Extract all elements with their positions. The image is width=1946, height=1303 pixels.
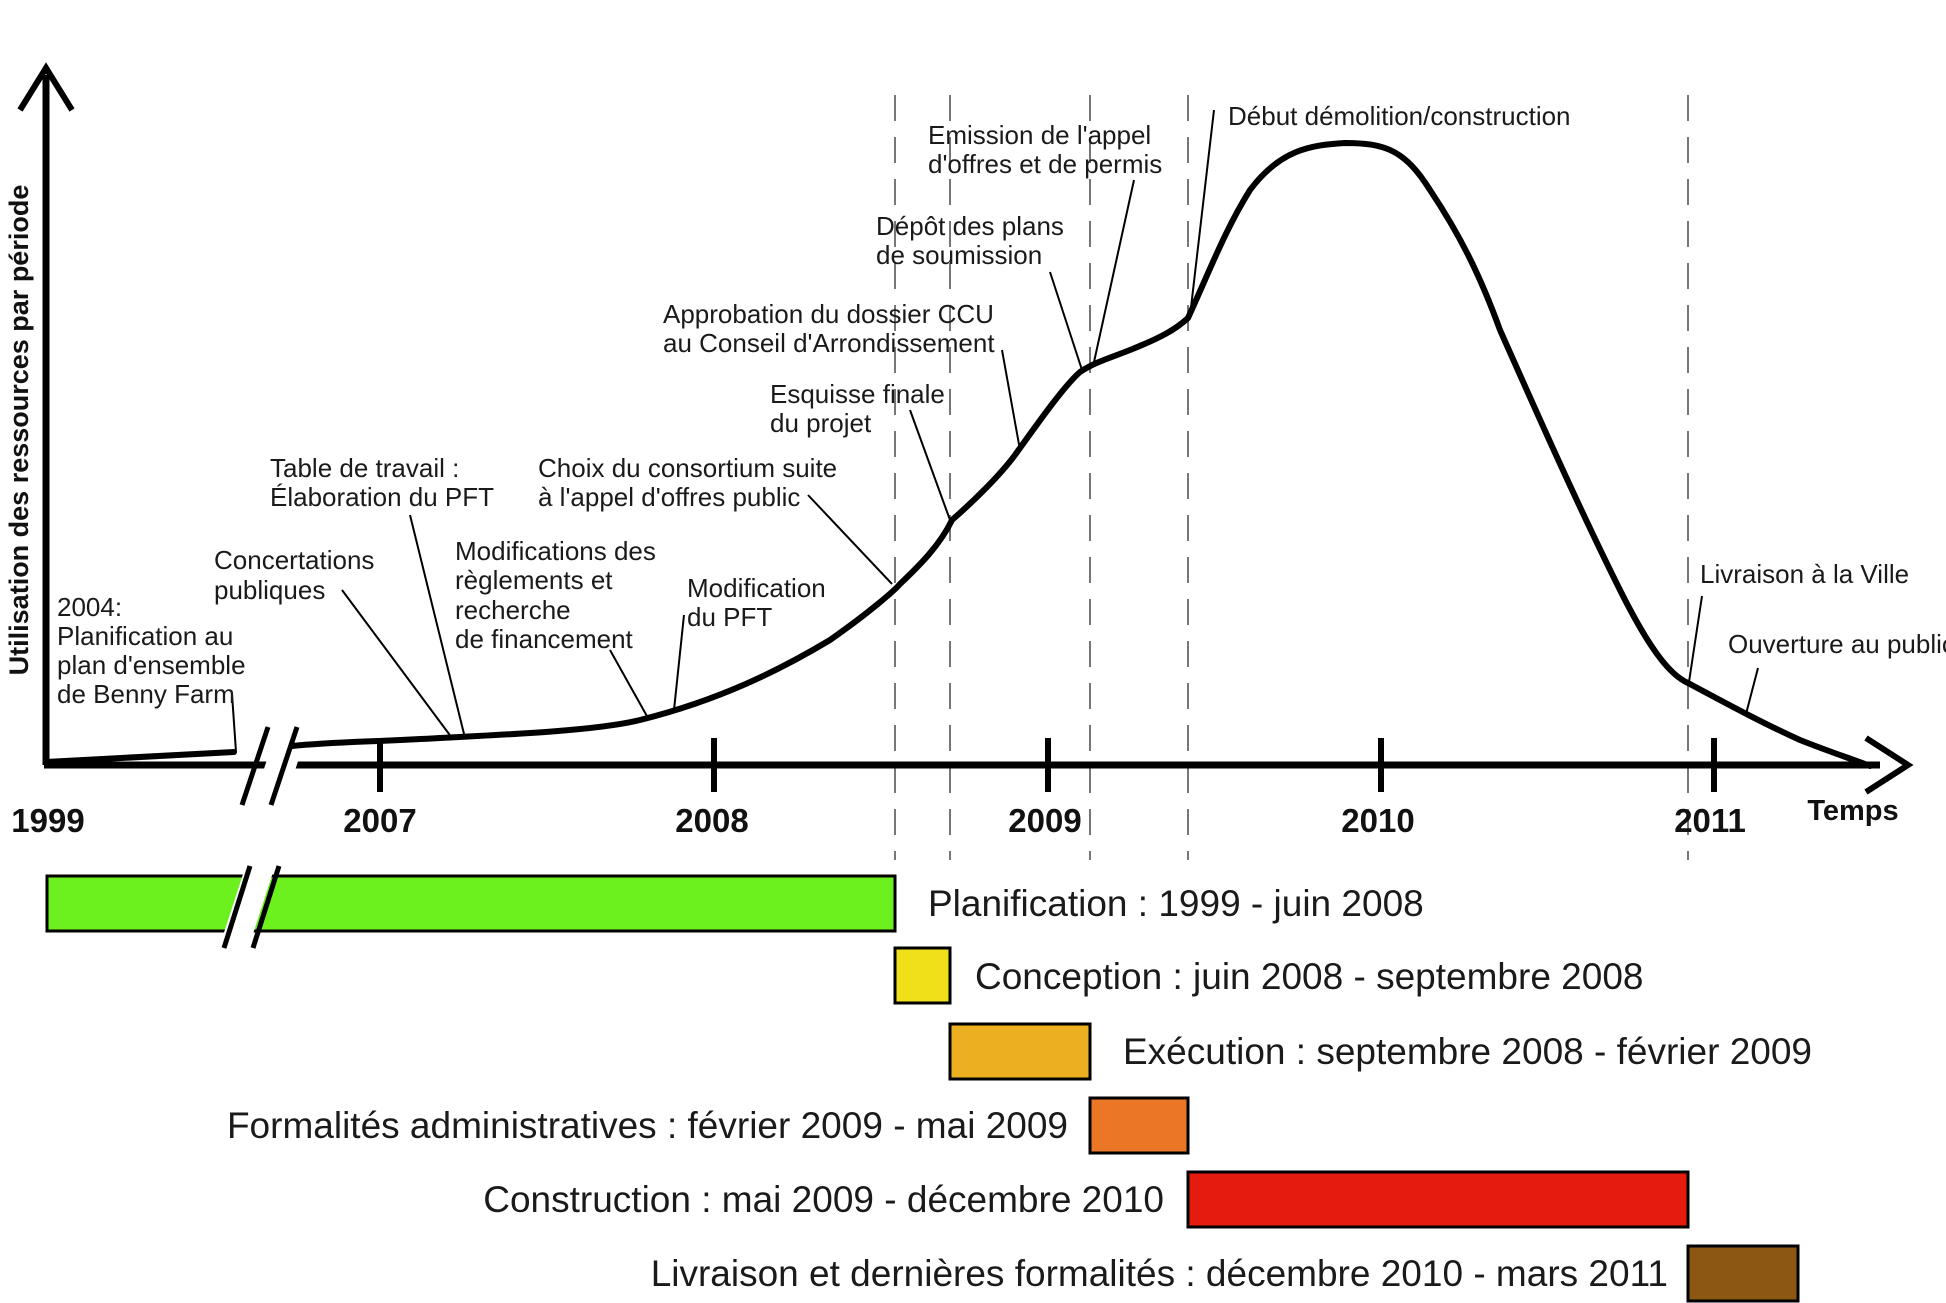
leader-choix-consortium	[807, 494, 893, 585]
phase-label-construction: Construction : mai 2009 - décembre 2010	[483, 1179, 1164, 1220]
phase-bar-formalites	[1088, 1096, 1190, 1155]
annotation-esquisse-finale: Esquisse finale du projet	[770, 379, 952, 438]
leader-livraison-ville	[1688, 595, 1703, 683]
phase-bar-break-line-1	[221, 865, 253, 949]
annotation-emission-appel: Emission de l'appel d'offres et de permi…	[928, 120, 1162, 179]
leader-emission-appel	[1093, 179, 1135, 363]
leader-depot-plans	[1049, 271, 1083, 371]
year-label-1999: 1999	[11, 802, 84, 839]
phase-label-execution: Exécution : septembre 2008 - février 200…	[1123, 1031, 1812, 1072]
annotation-concertations: Concertations publiques	[214, 545, 382, 605]
annotation-modifications-reglements: Modifications des règlements et recherch…	[455, 536, 663, 654]
phase-bar-break-gap	[219, 859, 275, 954]
y-axis-label: Utilisation des ressources par période	[4, 185, 34, 676]
phase-bar-livraison	[1686, 1244, 1800, 1303]
phase-labels: Planification : 1999 - juin 2008 Concept…	[227, 883, 1812, 1294]
annotation-ouverture-public: Ouverture au public	[1728, 629, 1946, 659]
x-axis-arrow	[1864, 735, 1914, 795]
annotation-depot-plans: Dépôt des plans de soumission	[876, 211, 1071, 270]
annotation-modification-pft: Modification du PFT	[687, 573, 833, 632]
annotation-choix-consortium: Choix du consortium suite à l'appel d'of…	[538, 453, 844, 512]
leader-debut-demolition	[1189, 109, 1215, 317]
leader-esquisse-finale	[909, 409, 951, 521]
leader-ouverture-public	[1745, 667, 1759, 715]
year-label-2007: 2007	[343, 802, 416, 839]
phase-bar-conception	[893, 946, 952, 1005]
axis-break-line-1	[239, 726, 271, 806]
axis-break-gap	[252, 717, 310, 813]
phase-bar-construction	[1186, 1170, 1690, 1229]
year-label-2011: 2011	[1674, 802, 1746, 839]
annotation-benny-farm: 2004: Planification au plan d'ensemble d…	[57, 592, 253, 709]
axis-break-line-2	[268, 726, 300, 806]
annotation-livraison-ville: Livraison à la Ville	[1700, 559, 1909, 589]
annotation-table-travail: Table de travail : Élaboration du PFT	[270, 453, 494, 512]
phase-bar-execution	[948, 1022, 1092, 1081]
phase-bar-break-line-2	[250, 865, 282, 949]
phase-label-formalites: Formalités administratives : février 200…	[227, 1105, 1068, 1146]
leader-modifications-reglements	[609, 649, 649, 719]
phase-label-planification: Planification : 1999 - juin 2008	[928, 883, 1424, 924]
leader-lines	[231, 109, 1759, 753]
leader-concertations	[341, 589, 453, 739]
phase-label-livraison: Livraison et dernières formalités : déce…	[651, 1253, 1668, 1294]
year-ticks	[377, 738, 1717, 792]
annotations: 2004: Planification au plan d'ensemble d…	[57, 101, 1946, 709]
year-label-2010: 2010	[1341, 802, 1414, 839]
year-label-2009: 2009	[1008, 802, 1081, 839]
x-axis-label: Temps	[1807, 795, 1898, 827]
leader-table-travail	[409, 514, 466, 739]
resource-curve	[43, 139, 1873, 769]
leader-benny-farm	[231, 693, 237, 753]
phase-bars	[45, 859, 1800, 1303]
milestone-dashed-lines	[894, 95, 1689, 860]
y-axis-arrow	[17, 62, 75, 112]
leader-modification-pft	[673, 614, 685, 711]
annotation-debut-demolition: Début démolition/construction	[1228, 101, 1571, 131]
leader-approbation-ccu	[1001, 349, 1021, 451]
year-label-2008: 2008	[675, 802, 748, 839]
phase-label-conception: Conception : juin 2008 - septembre 2008	[975, 956, 1644, 997]
phase-bar-planification	[45, 874, 897, 933]
annotation-approbation-ccu: Approbation du dossier CCU au Conseil d'…	[663, 299, 1001, 358]
